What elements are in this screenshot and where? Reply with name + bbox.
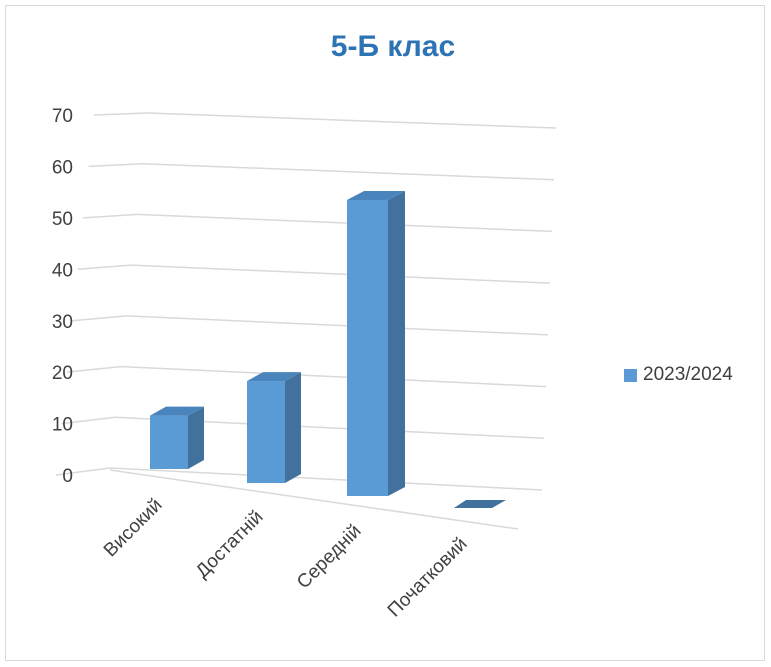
gridline-wall <box>66 365 121 373</box>
gridline-wall <box>77 264 132 271</box>
y-tick-label: 10 <box>52 415 73 436</box>
y-tick-label: 40 <box>52 260 73 281</box>
gridline-wall <box>55 467 111 476</box>
bar-Достатній <box>247 372 301 483</box>
gridline-wall <box>93 112 149 116</box>
bar-Високий <box>150 406 204 469</box>
floor-edge <box>109 469 519 530</box>
bar-side <box>188 406 204 469</box>
legend-swatch <box>624 368 637 382</box>
bar-front <box>150 415 188 469</box>
gridline <box>147 112 557 129</box>
category-label: Високий <box>100 495 167 562</box>
bar-top <box>150 406 204 416</box>
y-tick-label: 30 <box>52 312 73 333</box>
gridline <box>109 467 543 491</box>
bar-side <box>388 190 405 496</box>
y-tick-label: 60 <box>52 158 73 179</box>
y-axis-ticks: 0 10 20 30 40 50 60 70 <box>52 106 73 487</box>
category-label: Початковий <box>384 534 472 622</box>
gridlines <box>55 112 557 530</box>
legend-label: 2023/2024 <box>643 364 733 385</box>
bar-top <box>454 500 506 508</box>
bar-side <box>285 372 301 483</box>
bar-top <box>347 190 405 200</box>
gridline-wall <box>83 213 138 219</box>
y-tick-label: 70 <box>52 106 73 127</box>
bar-top <box>247 372 301 382</box>
gridline-wall <box>61 416 116 425</box>
gridline <box>126 315 549 336</box>
gridline <box>137 213 553 233</box>
bar-front <box>347 199 388 496</box>
gridline <box>142 162 555 181</box>
gridline <box>120 365 547 388</box>
category-label: Достатній <box>192 507 268 583</box>
gridline-wall <box>72 315 127 322</box>
gridline-wall <box>88 162 143 168</box>
y-tick-label: 0 <box>62 466 73 487</box>
bars <box>150 190 506 508</box>
bar-Середній <box>347 190 405 496</box>
y-tick-label: 20 <box>52 363 73 384</box>
bar-front <box>247 381 285 483</box>
gridline <box>131 264 551 284</box>
legend: 2023/2024 <box>624 364 733 386</box>
bar-Початковий <box>454 500 506 508</box>
chart-title: 5-Б клас <box>330 30 456 63</box>
y-tick-label: 50 <box>52 209 73 230</box>
category-label: Середній <box>293 521 365 593</box>
